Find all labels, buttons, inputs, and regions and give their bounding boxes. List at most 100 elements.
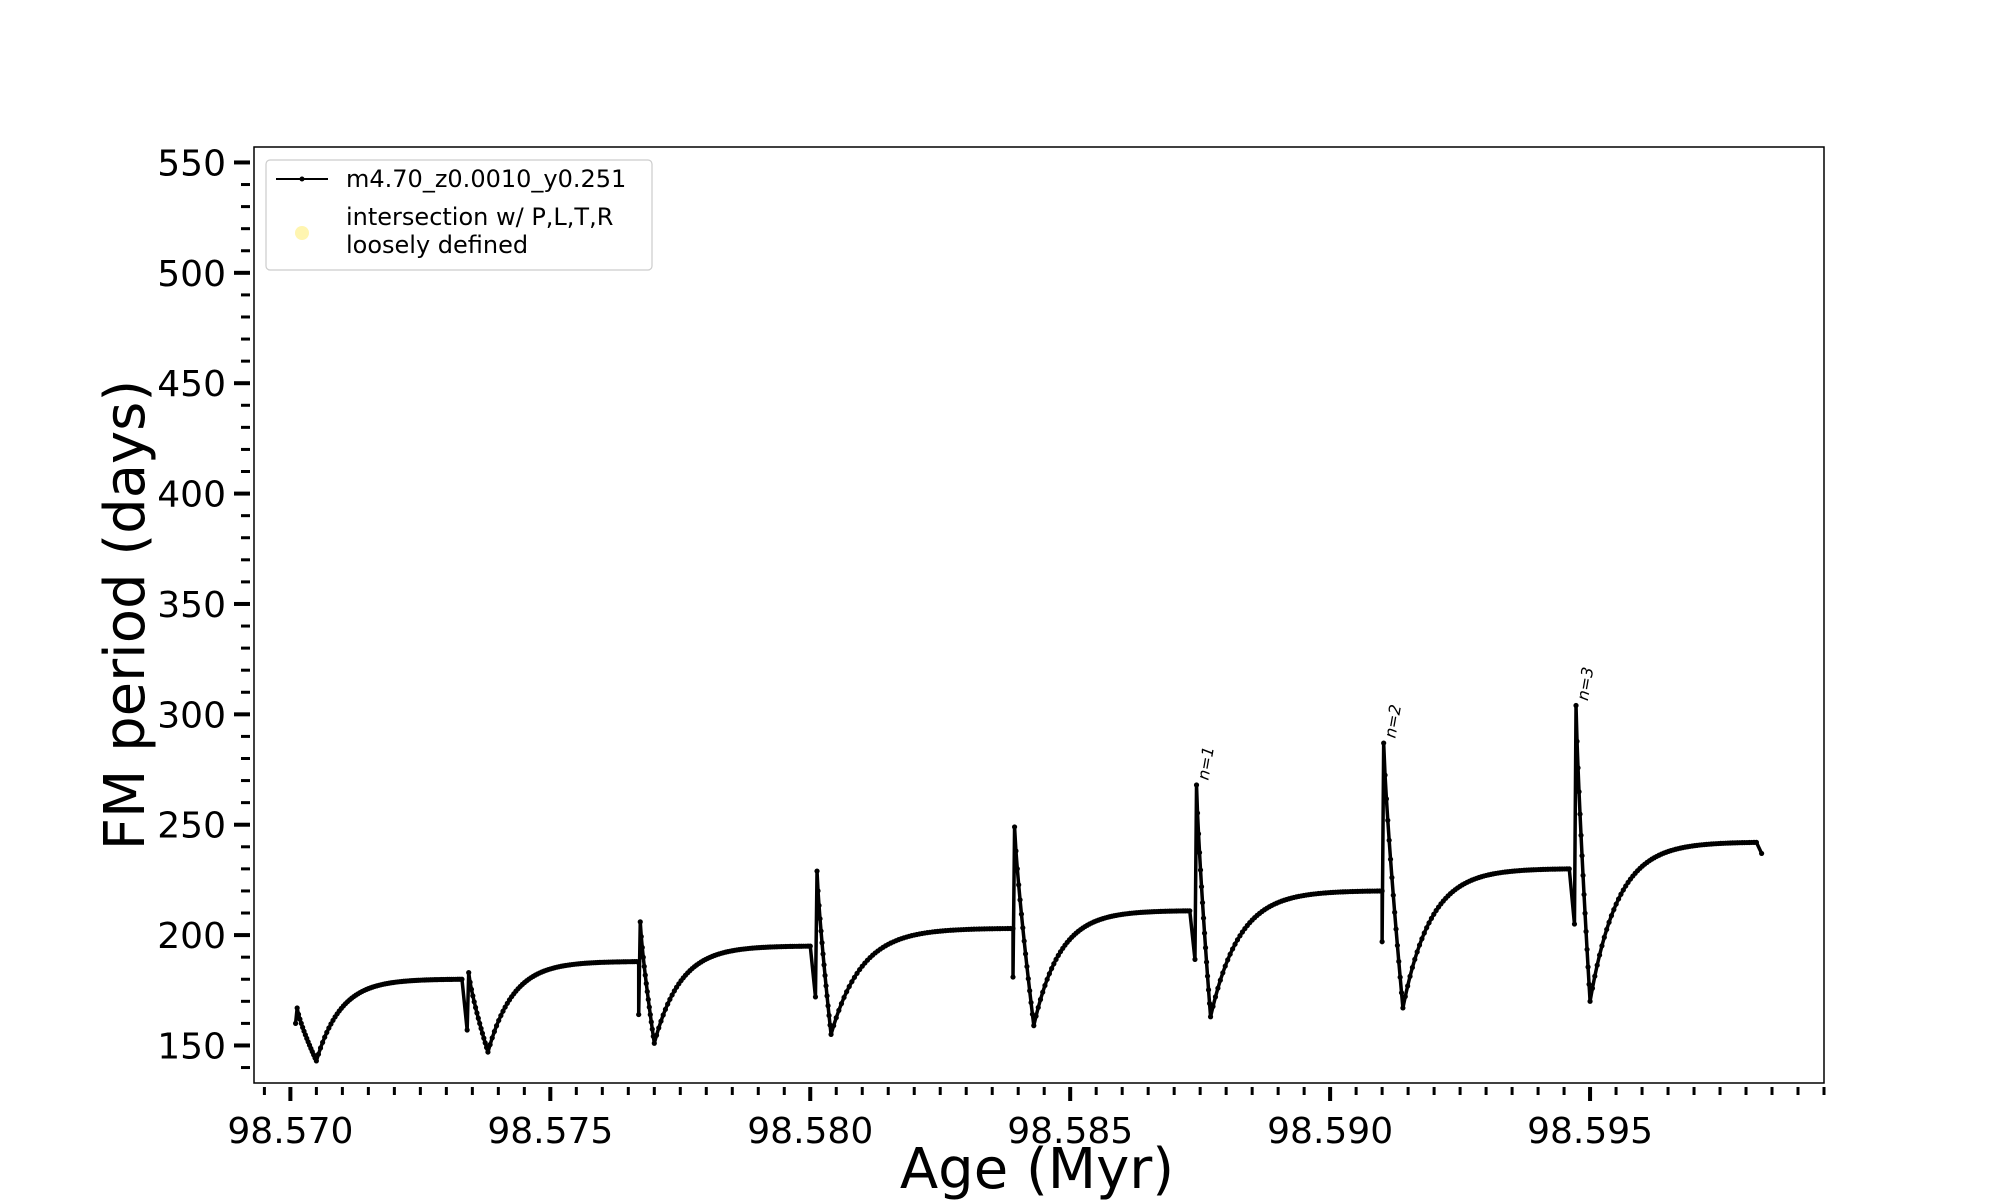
data-point xyxy=(1234,937,1241,943)
data-point xyxy=(818,928,824,934)
data-point xyxy=(475,1015,481,1021)
data-point xyxy=(1402,993,1408,1000)
data-point xyxy=(1426,920,1432,926)
data-point xyxy=(1014,866,1020,872)
data-point xyxy=(1201,930,1208,936)
data-point xyxy=(481,1035,487,1041)
data-point xyxy=(1202,945,1209,951)
data-point xyxy=(1017,897,1023,903)
data-point xyxy=(1232,941,1238,947)
data-point xyxy=(1581,891,1587,898)
data-point xyxy=(1606,919,1612,925)
data-point xyxy=(1010,974,1016,980)
data-point xyxy=(849,979,855,985)
data-point xyxy=(645,996,651,1003)
data-point xyxy=(1428,915,1435,921)
data-point xyxy=(498,1013,504,1019)
data-point xyxy=(647,1012,653,1018)
legend-intersection-marker xyxy=(295,226,309,240)
y-tick-label: 350 xyxy=(157,585,226,626)
data-point xyxy=(1010,925,1016,932)
data-point xyxy=(1210,1003,1216,1010)
data-point xyxy=(824,993,830,999)
data-point xyxy=(1407,973,1413,979)
data-point xyxy=(1566,866,1572,872)
data-point xyxy=(1592,973,1598,979)
data-point xyxy=(823,983,829,989)
data-point xyxy=(1620,887,1626,893)
legend-box xyxy=(265,159,653,271)
data-point xyxy=(294,1005,300,1011)
data-point xyxy=(1046,971,1052,977)
data-point xyxy=(641,963,647,970)
data-point xyxy=(1205,987,1212,993)
data-point xyxy=(1020,925,1026,931)
data-point xyxy=(1385,817,1391,823)
data-point xyxy=(502,1004,508,1010)
data-point xyxy=(1049,965,1055,972)
data-point xyxy=(1611,907,1617,913)
data-point xyxy=(1394,942,1401,949)
data-point xyxy=(483,1044,490,1051)
data-point xyxy=(1613,901,1619,907)
y-tick-label: 150 xyxy=(157,1026,226,1067)
data-point xyxy=(1379,888,1385,894)
data-point xyxy=(812,994,819,1000)
data-point xyxy=(1398,990,1405,996)
data-point xyxy=(1011,824,1018,830)
data-point xyxy=(1586,981,1592,987)
data-point xyxy=(831,1023,837,1029)
data-point xyxy=(472,1004,479,1011)
data-point xyxy=(1053,956,1059,962)
data-point xyxy=(1018,911,1025,917)
data-point xyxy=(324,1029,330,1035)
data-point xyxy=(854,970,860,976)
data-point xyxy=(1576,789,1582,795)
data-point xyxy=(1237,933,1243,939)
data-point xyxy=(479,1030,486,1036)
data-point xyxy=(315,1051,322,1057)
data-point xyxy=(471,999,477,1005)
legend-intersection-label-line1: intersection w/ P,L,T,R xyxy=(346,203,613,231)
data-point xyxy=(1025,976,1031,982)
data-point xyxy=(826,1012,832,1019)
data-point xyxy=(819,940,825,946)
x-tick-label: 98.595 xyxy=(1527,1111,1653,1152)
y-tick-label: 200 xyxy=(157,916,226,957)
data-point xyxy=(1405,983,1411,989)
data-point xyxy=(1599,943,1605,949)
data-point xyxy=(1386,837,1392,843)
data-point xyxy=(1033,1013,1039,1019)
data-point xyxy=(838,1001,845,1007)
series-layer xyxy=(292,702,1765,1064)
data-point xyxy=(1579,853,1585,859)
data-point xyxy=(1187,908,1193,914)
data-point xyxy=(817,916,823,922)
data-point xyxy=(1431,911,1437,917)
data-point xyxy=(1583,928,1589,935)
data-point xyxy=(1222,963,1228,969)
x-tick-label: 98.575 xyxy=(487,1111,613,1152)
data-point xyxy=(1618,891,1624,897)
data-point xyxy=(1387,856,1394,862)
data-point xyxy=(1199,900,1206,906)
data-point xyxy=(1615,896,1622,902)
data-point xyxy=(1016,882,1022,888)
y-tick-label: 300 xyxy=(157,695,226,736)
data-point xyxy=(640,954,646,960)
data-point xyxy=(1217,977,1223,983)
data-point xyxy=(1601,934,1607,940)
data-point xyxy=(660,1012,666,1018)
data-point xyxy=(317,1045,324,1051)
data-point xyxy=(1198,884,1205,890)
data-point xyxy=(500,1008,506,1014)
data-point xyxy=(1604,926,1610,933)
data-point xyxy=(814,868,820,874)
data-point xyxy=(1397,974,1403,980)
data-point xyxy=(1215,985,1221,991)
data-point xyxy=(467,979,473,985)
data-point xyxy=(1571,921,1578,927)
data-point xyxy=(1051,961,1057,967)
y-tick-label: 550 xyxy=(157,143,226,184)
data-point xyxy=(320,1039,326,1045)
